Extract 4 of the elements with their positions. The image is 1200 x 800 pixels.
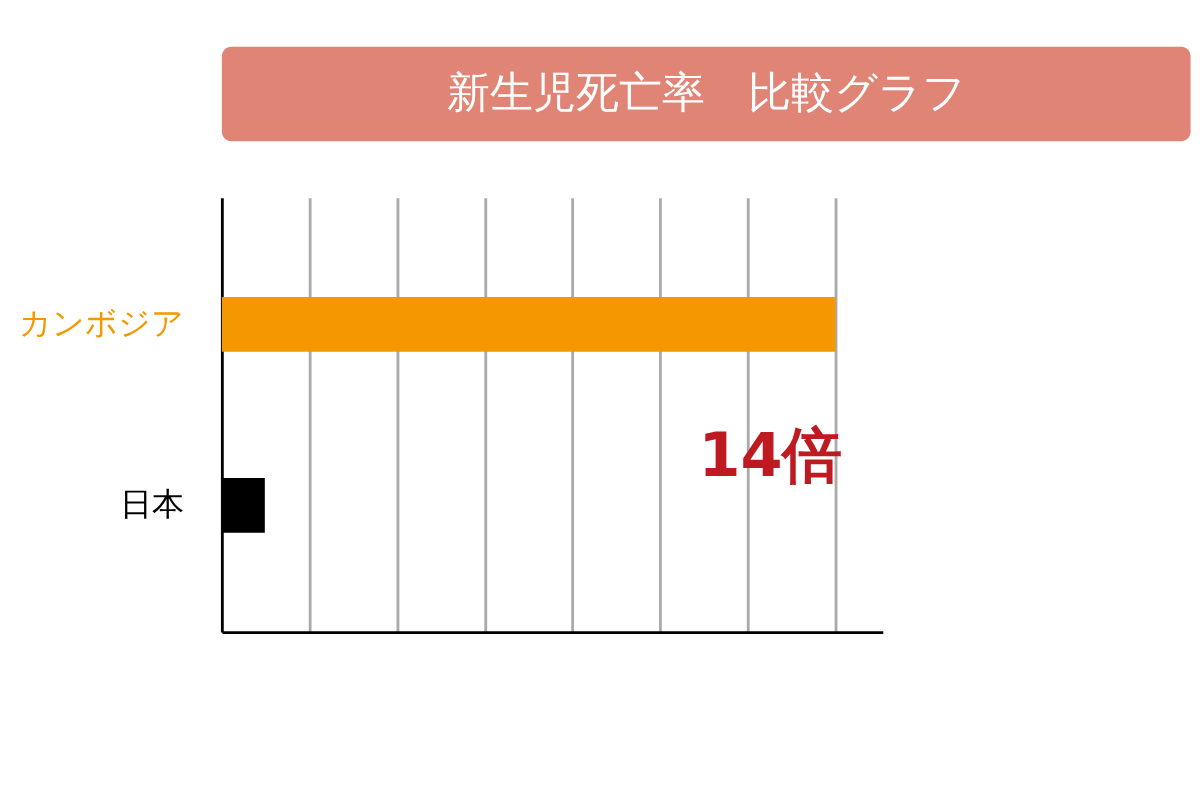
annotation: 14倍 bbox=[698, 420, 843, 491]
y-tick-label: 日本 bbox=[120, 484, 185, 523]
y-tick-label: カンボジア bbox=[19, 303, 185, 342]
chart-title: 新生児死亡率 比較グラフ bbox=[446, 67, 966, 118]
